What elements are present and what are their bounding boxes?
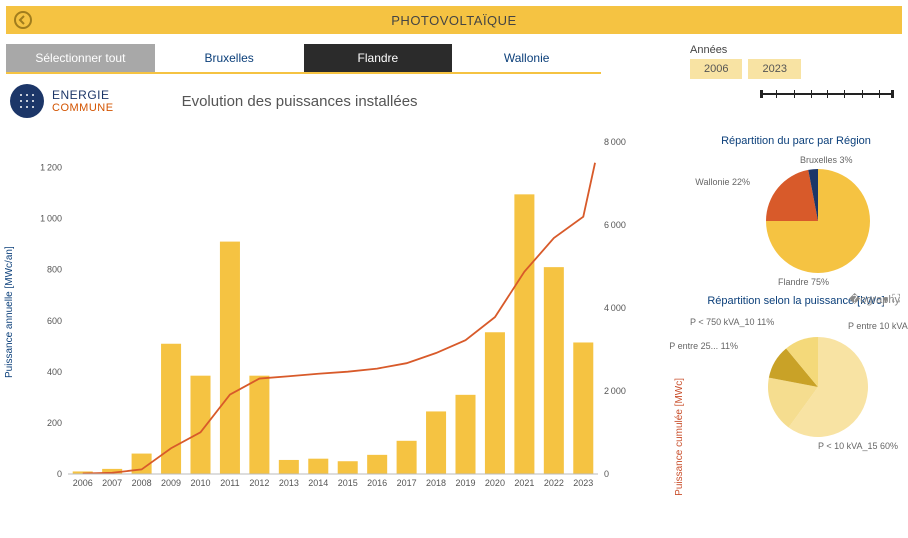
logo-line2: COMMUNE xyxy=(52,102,114,114)
back-button[interactable] xyxy=(14,11,32,29)
svg-text:0: 0 xyxy=(604,469,609,479)
svg-text:2021: 2021 xyxy=(514,478,534,488)
brand-logo: ENERGIE COMMUNE Evolution des puissances… xyxy=(10,84,672,118)
svg-text:8 000: 8 000 xyxy=(604,137,626,147)
years-label: Années xyxy=(690,44,902,56)
svg-text:1 000: 1 000 xyxy=(40,214,62,224)
svg-text:400: 400 xyxy=(47,367,62,377)
svg-text:6 000: 6 000 xyxy=(604,220,626,230)
logo-icon xyxy=(10,84,44,118)
svg-text:0: 0 xyxy=(57,469,62,479)
years-slider[interactable] xyxy=(690,87,902,101)
region-tabs: Sélectionner tout Bruxelles Flandre Wall… xyxy=(6,44,601,74)
svg-text:2015: 2015 xyxy=(338,478,358,488)
year-from[interactable]: 2006 xyxy=(690,59,742,79)
svg-text:2019: 2019 xyxy=(455,478,475,488)
filter-icon[interactable]: ▾ xyxy=(883,293,889,306)
main-chart: Puissance annuelle [MWc/an] Puissance cu… xyxy=(6,118,672,449)
tab-bruxelles[interactable]: Bruxelles xyxy=(155,44,304,72)
tab-flandre[interactable]: Flandre xyxy=(304,44,453,72)
tab-select-all[interactable]: Sélectionner tout xyxy=(6,44,155,72)
pie-slice-label: Bruxelles 3% xyxy=(800,155,853,165)
pie-slice-label: Wallonie 22% xyxy=(680,177,750,187)
svg-text:2012: 2012 xyxy=(249,478,269,488)
main-chart-title: Evolution des puissances installées xyxy=(182,93,418,110)
pie-region-chart: Flandre 75%Wallonie 22%Bruxelles 3% xyxy=(690,149,900,289)
svg-text:200: 200 xyxy=(47,418,62,428)
main-chart-svg: 0 200 400 600 800 1 000 1 200 0 2 000 4 000 6 000 8… xyxy=(6,132,646,502)
svg-text:2022: 2022 xyxy=(544,478,564,488)
page-title: PHOTOVOLTAÏQUE xyxy=(391,13,516,28)
svg-text:2013: 2013 xyxy=(279,478,299,488)
title-banner: PHOTOVOLTAÏQUE xyxy=(6,6,902,34)
y2-axis-label: Puissance cumulée [MWc] xyxy=(674,378,685,496)
svg-text:2010: 2010 xyxy=(190,478,210,488)
svg-text:2020: 2020 xyxy=(485,478,505,488)
tab-wallonie[interactable]: Wallonie xyxy=(452,44,601,72)
svg-text:2008: 2008 xyxy=(132,478,152,488)
svg-text:2016: 2016 xyxy=(367,478,387,488)
svg-text:2006: 2006 xyxy=(73,478,93,488)
pie-region-title: Répartition du parc par Région xyxy=(690,135,902,147)
pie-region-card: Répartition du parc par Région Flandre 7… xyxy=(690,135,902,289)
svg-text:2007: 2007 xyxy=(102,478,122,488)
svg-text:2014: 2014 xyxy=(308,478,328,488)
pie-slice-label: Flandre 75% xyxy=(778,277,829,287)
svg-text:4 000: 4 000 xyxy=(604,303,626,313)
pie-slice-label: P entre 25... 11% xyxy=(668,341,738,351)
pie-power-chart: P < 10 kVA_15 60%P entre 10 kVA et ... 1… xyxy=(690,309,900,449)
svg-text:1 200: 1 200 xyxy=(40,163,62,173)
svg-text:2 000: 2 000 xyxy=(604,386,626,396)
svg-text:2011: 2011 xyxy=(220,478,239,488)
svg-text:2018: 2018 xyxy=(426,478,446,488)
pie-slice-label: P entre 10 kVA et ... 18% xyxy=(848,321,908,331)
year-to[interactable]: 2023 xyxy=(748,59,800,79)
pie-power-card: �ography ▾ ⛶ Répartition selon la puissa… xyxy=(690,295,902,449)
svg-text:2023: 2023 xyxy=(573,478,593,488)
svg-text:2017: 2017 xyxy=(397,478,417,488)
logo-line1: ENERGIE xyxy=(52,88,114,102)
svg-text:2009: 2009 xyxy=(161,478,181,488)
svg-text:800: 800 xyxy=(47,265,62,275)
focus-icon[interactable]: ⛶ xyxy=(892,293,900,306)
pie-slice-label: P < 750 kVA_10 11% xyxy=(690,317,760,327)
pie-slice-label: P < 10 kVA_15 60% xyxy=(818,441,898,451)
svg-text:600: 600 xyxy=(47,316,62,326)
years-filter: Années 2006 2023 xyxy=(690,44,902,101)
